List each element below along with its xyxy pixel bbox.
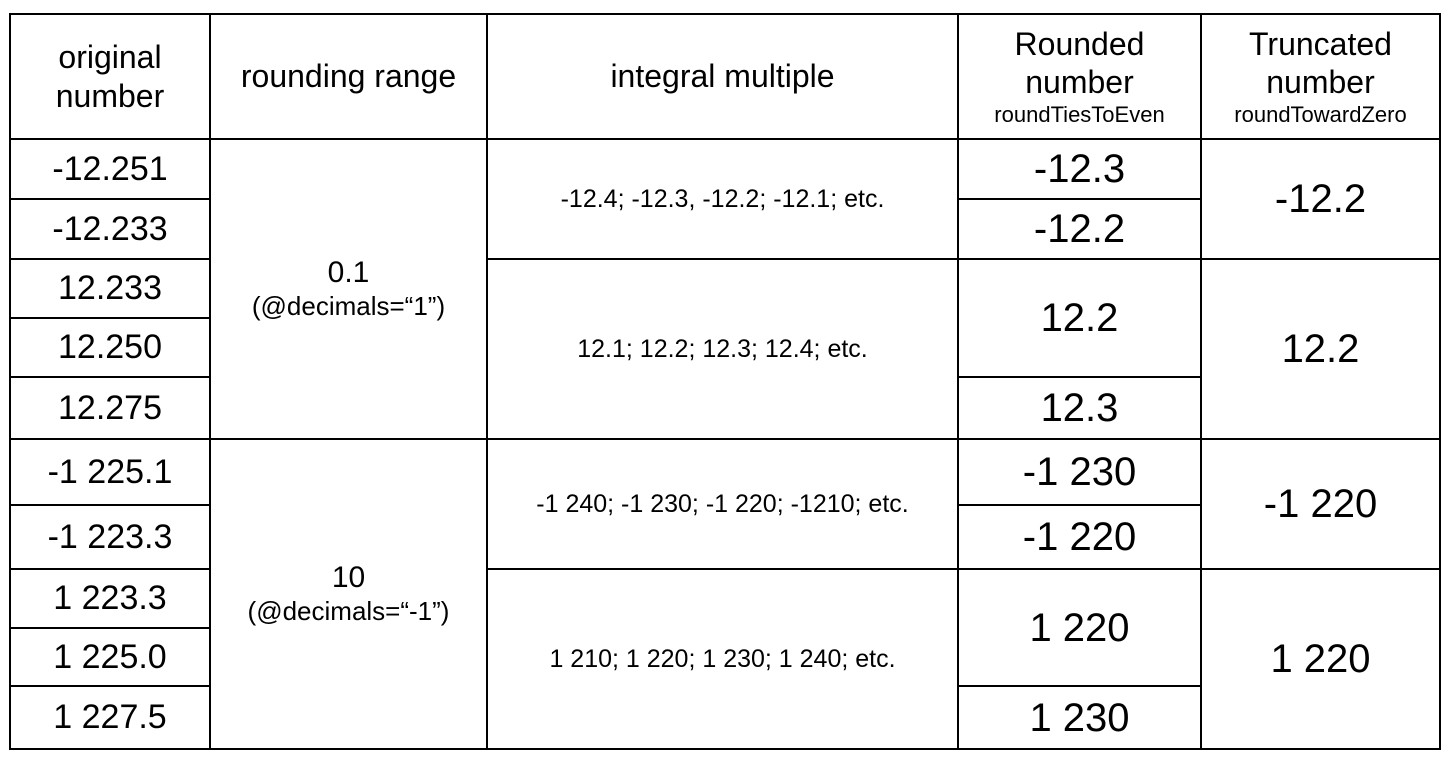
header-text: Truncated [1249,25,1392,62]
header-text: number [1025,64,1134,101]
rounded-number: -12.2 [1033,207,1126,251]
header-subtitle: roundTowardZero [1234,101,1407,127]
range-cell: 0.1 (@decimals=“1”) [209,138,488,440]
integral-multiple: 1 210; 1 220; 1 230; 1 240; etc. [549,645,896,673]
range-note: (@decimals=“1”) [251,291,446,322]
header-text: rounding range [240,58,457,95]
header-cell: Truncated number roundTowardZero [1200,13,1441,140]
rounded-cell: -12.2 [957,198,1202,260]
original-number: 12.233 [58,269,162,308]
original-cell: 1 223.3 [9,568,211,629]
multiple-cell: 12.1; 12.2; 12.3; 12.4; etc. [486,258,959,440]
header-text: original [58,39,162,76]
rounded-cell: 12.3 [957,376,1202,440]
rounded-number: 1 220 [1029,605,1130,650]
truncated-number: 1 220 [1270,637,1371,681]
original-cell: -1 223.3 [9,504,211,570]
header-cell: rounding range [209,13,488,140]
header-cell: integral multiple [486,13,959,140]
original-number: -12.251 [52,149,168,188]
original-cell: 1 225.0 [9,627,211,687]
original-cell: 12.233 [9,258,211,319]
original-number: 1 227.5 [53,698,167,737]
original-cell: 12.250 [9,317,211,378]
range-cell: 10 (@decimals=“-1”) [209,438,488,750]
original-number: 1 223.3 [53,579,167,618]
rounded-cell: -12.3 [957,138,1202,200]
header-text: integral multiple [610,58,835,95]
rounded-number: 12.3 [1040,386,1119,430]
range-note: (@decimals=“-1”) [247,596,450,627]
multiple-cell: -1 240; -1 230; -1 220; -1210; etc. [486,438,959,570]
original-number: 12.275 [58,388,162,427]
truncated-cell: -1 220 [1200,438,1441,570]
rounded-number: 12.2 [1040,296,1119,340]
range-value: 10 [331,561,366,595]
header-text: number [55,77,165,114]
range-value: 0.1 [327,256,370,290]
header-text: number [1266,64,1375,101]
multiple-cell: 1 210; 1 220; 1 230; 1 240; etc. [486,568,959,750]
rounded-cell: 12.2 [957,258,1202,378]
integral-multiple: -1 240; -1 230; -1 220; -1210; etc. [536,490,909,518]
original-number: 12.250 [58,328,162,367]
header-cell: original number [9,13,211,140]
rounded-cell: 1 220 [957,568,1202,687]
header-cell: Rounded number roundTiesToEven [957,13,1202,140]
original-number: 1 225.0 [53,637,167,676]
truncated-number: 12.2 [1281,327,1360,371]
rounded-number: -1 230 [1022,450,1137,494]
original-number: -12.233 [52,209,168,248]
rounded-cell: 1 230 [957,685,1202,750]
original-number: -1 225.1 [47,452,173,491]
original-cell: -12.233 [9,198,211,260]
original-cell: 1 227.5 [9,685,211,750]
integral-multiple: -12.4; -12.3, -12.2; -12.1; etc. [560,185,885,213]
header-text: Rounded [1014,25,1145,62]
rounded-number: 1 230 [1029,695,1130,740]
header-subtitle: roundTiesToEven [994,101,1165,127]
original-number: -1 223.3 [47,517,173,556]
rounded-number: -1 220 [1022,515,1137,559]
truncated-number: -12.2 [1274,177,1367,221]
rounded-cell: -1 230 [957,438,1202,506]
rounded-cell: -1 220 [957,504,1202,570]
original-cell: 12.275 [9,376,211,440]
multiple-cell: -12.4; -12.3, -12.2; -12.1; etc. [486,138,959,260]
rounded-number: -12.3 [1033,147,1126,191]
truncated-cell: -12.2 [1200,138,1441,260]
integral-multiple: 12.1; 12.2; 12.3; 12.4; etc. [577,335,868,363]
truncated-cell: 1 220 [1200,568,1441,750]
truncated-cell: 12.2 [1200,258,1441,440]
original-cell: -1 225.1 [9,438,211,506]
truncated-number: -1 220 [1263,482,1378,526]
original-cell: -12.251 [9,138,211,200]
